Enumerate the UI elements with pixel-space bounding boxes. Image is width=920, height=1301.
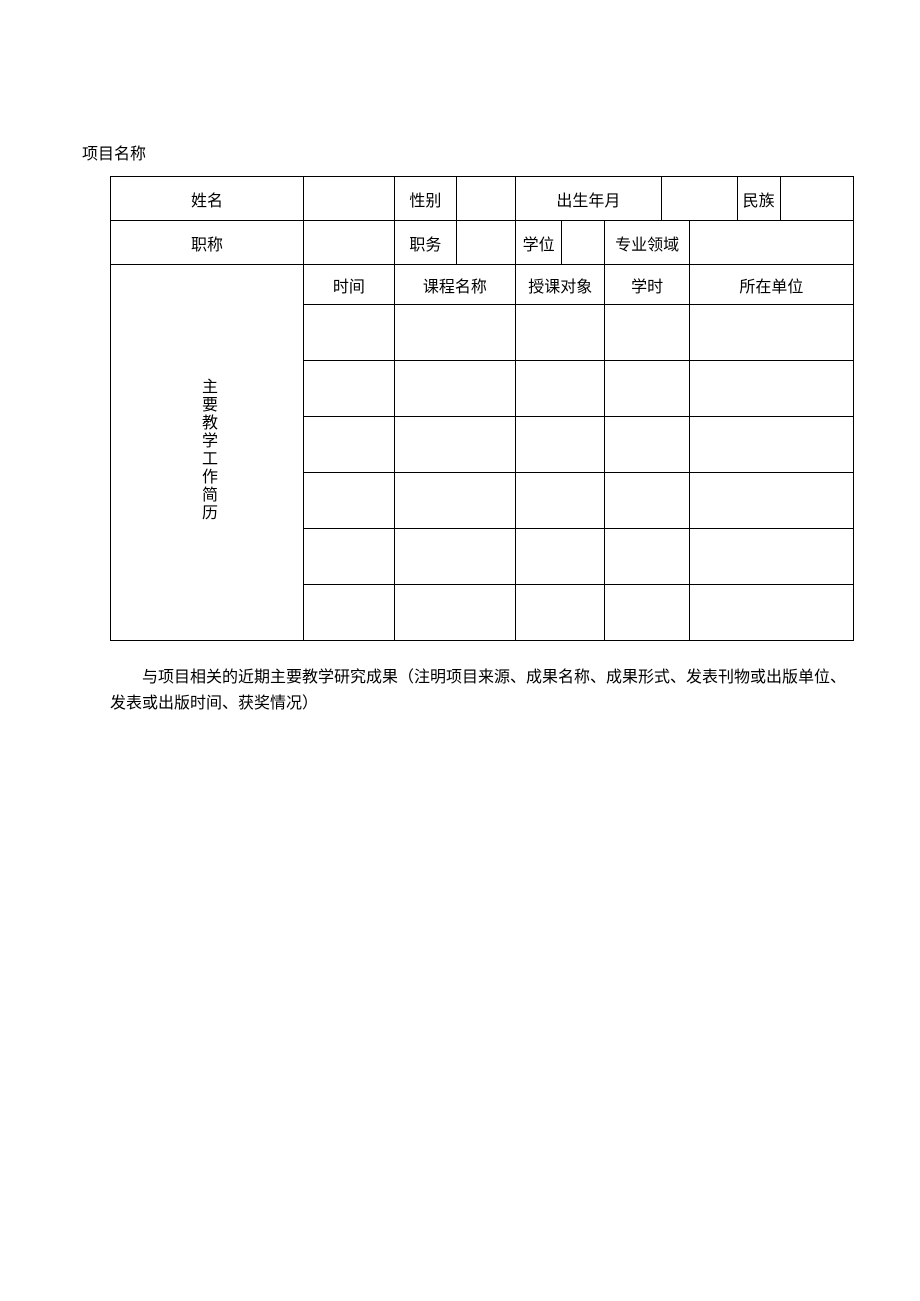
teaching-history-header-row: 主要教学工作简历 时间 课程名称 授课对象 学时 所在单位 <box>111 265 854 305</box>
cell-unit <box>689 417 853 473</box>
cell-time <box>304 473 395 529</box>
cell-unit <box>689 473 853 529</box>
personal-info-row-2: 职称 职务 学位 专业领域 <box>111 221 854 265</box>
research-results-description: 与项目相关的近期主要教学研究成果（注明项目来源、成果名称、成果形式、发表刊物或出… <box>110 665 854 716</box>
cell-course-name <box>394 473 515 529</box>
cell-time <box>304 529 395 585</box>
personal-info-row-1: 姓名 性别 出生年月 民族 <box>111 177 854 221</box>
birth-value <box>661 177 737 221</box>
cell-unit <box>689 529 853 585</box>
cell-audience <box>515 361 604 417</box>
cell-hours <box>605 529 689 585</box>
header-hours: 学时 <box>605 265 689 305</box>
gender-label: 性别 <box>394 177 456 221</box>
birth-label: 出生年月 <box>515 177 661 221</box>
cell-time <box>304 585 395 641</box>
header-audience: 授课对象 <box>515 265 604 305</box>
degree-value <box>562 221 605 265</box>
cell-hours <box>605 417 689 473</box>
cell-course-name <box>394 361 515 417</box>
cell-time <box>304 361 395 417</box>
cell-course-name <box>394 417 515 473</box>
field-value <box>689 221 853 265</box>
gender-value <box>457 177 516 221</box>
field-label: 专业领域 <box>605 221 689 265</box>
cell-audience <box>515 473 604 529</box>
title-value <box>304 221 395 265</box>
cell-audience <box>515 417 604 473</box>
name-label: 姓名 <box>111 177 304 221</box>
teaching-section-label: 主要教学工作简历 <box>111 265 304 641</box>
cell-time <box>304 417 395 473</box>
name-value <box>304 177 395 221</box>
cell-course-name <box>394 529 515 585</box>
cell-unit <box>689 305 853 361</box>
cell-unit <box>689 361 853 417</box>
cell-audience <box>515 529 604 585</box>
form-table: 姓名 性别 出生年月 民族 职称 职务 学位 专业领域 主要教学工作简历 时间 … <box>110 176 854 641</box>
header-course-name: 课程名称 <box>394 265 515 305</box>
project-title-label: 项目名称 <box>82 140 840 164</box>
position-value <box>457 221 516 265</box>
ethnicity-label: 民族 <box>737 177 780 221</box>
cell-audience <box>515 585 604 641</box>
cell-audience <box>515 305 604 361</box>
header-time: 时间 <box>304 265 395 305</box>
ethnicity-value <box>780 177 853 221</box>
cell-course-name <box>394 305 515 361</box>
title-label: 职称 <box>111 221 304 265</box>
position-label: 职务 <box>394 221 456 265</box>
cell-hours <box>605 305 689 361</box>
cell-hours <box>605 361 689 417</box>
cell-hours <box>605 473 689 529</box>
header-unit: 所在单位 <box>689 265 853 305</box>
degree-label: 学位 <box>515 221 561 265</box>
cell-hours <box>605 585 689 641</box>
cell-course-name <box>394 585 515 641</box>
cell-unit <box>689 585 853 641</box>
teaching-section-label-text: 主要教学工作简历 <box>195 374 219 526</box>
cell-time <box>304 305 395 361</box>
